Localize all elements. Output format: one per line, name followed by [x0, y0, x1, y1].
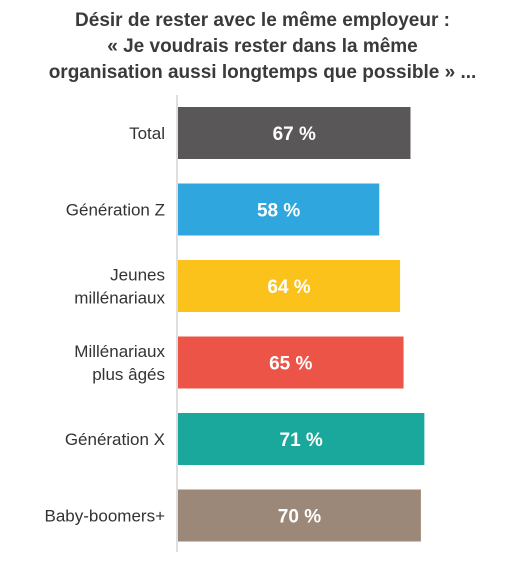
bar-value-label: 71 % [280, 430, 323, 451]
category-label: Jeunes [110, 266, 165, 285]
chart-title-line-3: organisation aussi longtemps que possibl… [48, 62, 477, 83]
category-label: Baby-boomers+ [45, 507, 166, 526]
bar [178, 260, 401, 312]
category-label: Génération X [65, 430, 165, 449]
bar-value-label: 58 % [257, 201, 300, 222]
category-label: Total [129, 124, 165, 143]
bar [178, 183, 380, 236]
category-label: Millénariaux [74, 342, 165, 361]
bar [178, 413, 425, 465]
chart-title: Désir de rester avec le même employeur :… [0, 8, 525, 86]
bar [178, 336, 404, 389]
bar [178, 107, 411, 159]
bar-value-label: 65 % [269, 354, 312, 375]
bar-value-label: 70 % [278, 507, 321, 528]
bar-value-label: 67 % [273, 124, 316, 145]
chart-title-line-2: « Je voudrais rester dans la même [107, 36, 418, 57]
category-label: Génération Z [66, 201, 165, 220]
bar-value-label: 64 % [267, 277, 310, 298]
chart-title-line-1: Désir de rester avec le même employeur : [75, 10, 450, 31]
bar [178, 489, 421, 542]
category-label: millénariaux [74, 289, 165, 308]
category-label: plus âgés [92, 365, 165, 384]
